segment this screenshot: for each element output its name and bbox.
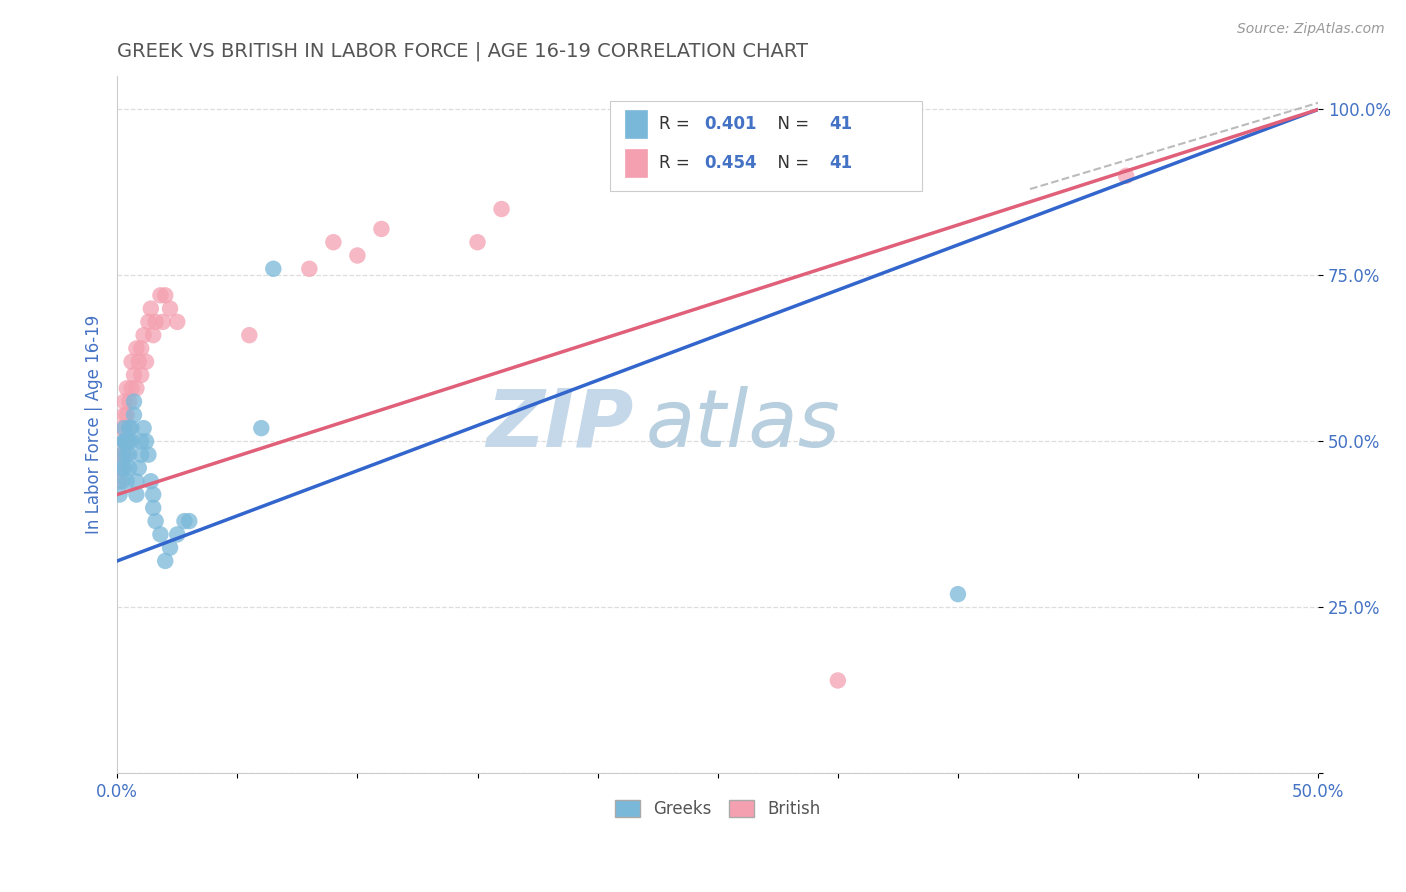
Text: 0.454: 0.454: [704, 154, 758, 172]
Point: [115, 475, 138, 489]
Point: [108, 475, 131, 489]
Point: [173, 514, 195, 528]
Point: [115, 434, 138, 449]
Text: 0.401: 0.401: [704, 115, 756, 133]
Point: [112, 461, 135, 475]
Point: [250, 421, 273, 435]
Point: [118, 421, 141, 435]
Point: [111, 448, 134, 462]
Point: [111, 475, 134, 489]
Point: [111, 448, 134, 462]
Point: [108, 487, 131, 501]
Text: GREEK VS BRITISH IN LABOR FORCE | AGE 16-19 CORRELATION CHART: GREEK VS BRITISH IN LABOR FORCE | AGE 16…: [117, 42, 808, 62]
Point: [125, 342, 148, 356]
Point: [122, 368, 145, 382]
Point: [115, 448, 138, 462]
Point: [115, 408, 138, 422]
Point: [118, 461, 141, 475]
Point: [129, 368, 152, 382]
Point: [142, 500, 165, 515]
Point: [121, 421, 143, 435]
Point: [139, 475, 162, 489]
Point: [125, 487, 148, 501]
Point: [298, 261, 321, 276]
Text: ZIP: ZIP: [486, 386, 634, 464]
Point: [138, 448, 160, 462]
Point: [322, 235, 344, 250]
Point: [112, 421, 135, 435]
Point: [122, 408, 145, 422]
Point: [370, 222, 392, 236]
Text: atlas: atlas: [645, 386, 841, 464]
Point: [121, 355, 143, 369]
Point: [152, 315, 174, 329]
Bar: [626, 150, 647, 178]
Point: [112, 434, 135, 449]
Point: [262, 261, 284, 276]
Text: R =: R =: [659, 115, 695, 133]
Text: N =: N =: [768, 115, 814, 133]
Point: [155, 554, 177, 568]
Text: 41: 41: [830, 115, 852, 133]
Point: [118, 448, 141, 462]
Point: [125, 475, 148, 489]
Point: [132, 328, 155, 343]
Point: [132, 421, 155, 435]
Point: [779, 155, 801, 169]
Point: [149, 527, 172, 541]
Point: [118, 394, 141, 409]
Point: [121, 434, 143, 449]
Point: [827, 673, 849, 688]
Point: [166, 315, 188, 329]
Point: [179, 514, 201, 528]
Point: [155, 288, 177, 302]
Point: [118, 434, 141, 449]
Point: [111, 461, 134, 475]
Point: [129, 448, 152, 462]
FancyBboxPatch shape: [610, 101, 922, 191]
Bar: [626, 110, 647, 138]
Point: [128, 461, 150, 475]
Point: [166, 527, 188, 541]
Point: [159, 301, 181, 316]
Point: [149, 288, 172, 302]
Point: [491, 202, 513, 216]
Point: [112, 434, 135, 449]
Point: [112, 448, 135, 462]
Point: [128, 355, 150, 369]
Point: [238, 328, 260, 343]
Point: [142, 328, 165, 343]
Y-axis label: In Labor Force | Age 16-19: In Labor Force | Age 16-19: [86, 315, 103, 534]
Point: [112, 434, 135, 449]
Point: [159, 541, 181, 555]
Point: [112, 408, 135, 422]
Point: [142, 487, 165, 501]
Point: [111, 461, 134, 475]
Point: [121, 381, 143, 395]
Point: [112, 394, 135, 409]
Point: [138, 315, 160, 329]
Text: N =: N =: [768, 154, 814, 172]
Point: [111, 421, 134, 435]
Legend: Greeks, British: Greeks, British: [609, 793, 827, 824]
Point: [115, 434, 138, 449]
Point: [346, 248, 368, 262]
Point: [129, 434, 152, 449]
Point: [946, 587, 969, 601]
Point: [115, 381, 138, 395]
Point: [145, 514, 167, 528]
Point: [129, 342, 152, 356]
Point: [122, 394, 145, 409]
Point: [467, 235, 489, 250]
Text: Source: ZipAtlas.com: Source: ZipAtlas.com: [1237, 22, 1385, 37]
Point: [139, 301, 162, 316]
Point: [145, 315, 167, 329]
Point: [125, 381, 148, 395]
Point: [135, 434, 157, 449]
Text: 41: 41: [830, 154, 852, 172]
Point: [135, 355, 157, 369]
Text: R =: R =: [659, 154, 695, 172]
Point: [118, 421, 141, 435]
Point: [1115, 169, 1137, 183]
